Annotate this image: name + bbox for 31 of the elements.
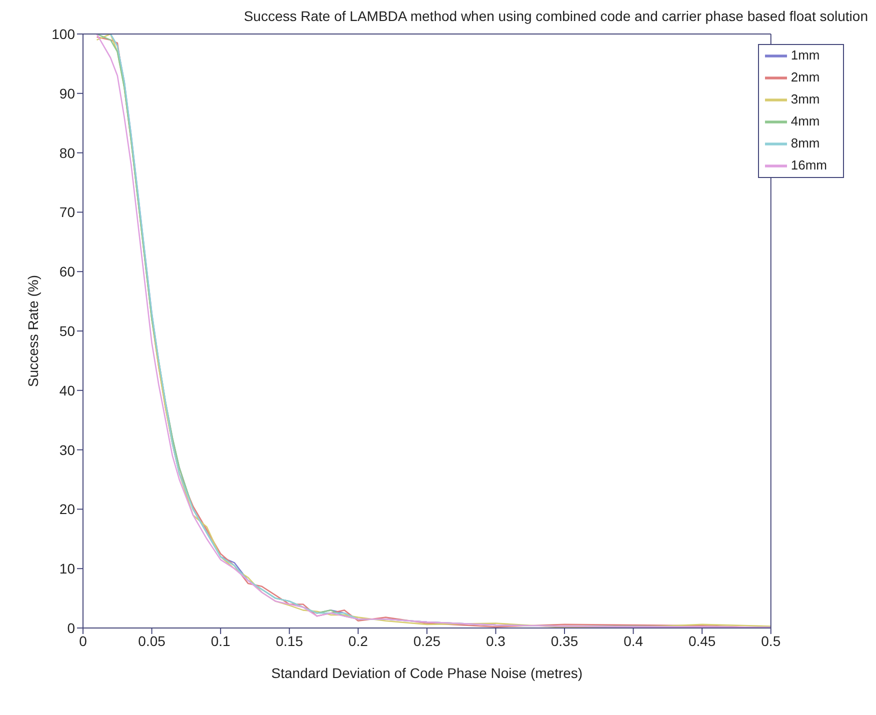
- x-axis-title: Standard Deviation of Code Phase Noise (metres): [271, 665, 583, 681]
- x-tick-label: 0.05: [138, 632, 166, 649]
- y-tick-label: 90: [59, 85, 76, 102]
- y-tick-label: 60: [59, 264, 76, 280]
- legend-label: 4mm: [790, 113, 820, 128]
- y-tick-label: 100: [52, 26, 76, 42]
- x-tick-label: 0.4: [624, 632, 644, 649]
- y-tick-label: 80: [59, 144, 76, 161]
- x-tick-label: 0.25: [413, 632, 441, 649]
- x-tick-label: 0.2: [348, 632, 368, 649]
- y-tick-label: 70: [59, 204, 76, 220]
- x-tick-label: 0: [79, 632, 88, 649]
- legend-label: 1mm: [790, 47, 820, 62]
- y-tick-label: 50: [59, 322, 76, 339]
- x-tick-label: 0.3: [486, 632, 506, 649]
- x-tick-label: 0.45: [688, 632, 716, 649]
- y-tick-label: 0: [67, 620, 76, 636]
- chart-title: Success Rate of LAMBDA method when using combined code and carrier phase based float solution: [242, 8, 868, 24]
- legend-label: 2mm: [790, 69, 820, 84]
- legend-label: 8mm: [790, 135, 820, 150]
- x-tick-label: 0.5: [761, 632, 781, 649]
- x-tick-label: 0.1: [210, 632, 231, 649]
- legend-label: 16mm: [790, 157, 827, 172]
- y-tick-label: 40: [59, 382, 76, 398]
- x-tick-label: 0.15: [276, 632, 304, 649]
- y-tick-label: 10: [59, 560, 76, 577]
- y-axis-title: Success Rate (%): [24, 274, 41, 388]
- y-tick-label: 30: [59, 442, 76, 458]
- legend-label: 3mm: [790, 91, 820, 106]
- y-tick-label: 20: [59, 501, 76, 518]
- x-tick-label: 0.35: [550, 632, 578, 649]
